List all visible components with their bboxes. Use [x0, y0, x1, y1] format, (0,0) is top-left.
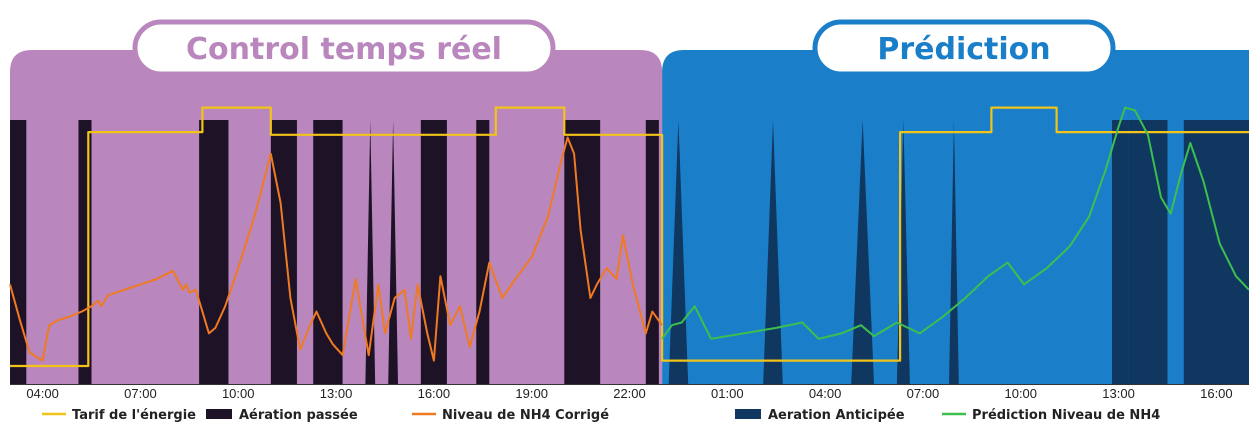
- legend-label: Aération passée: [239, 408, 358, 423]
- aeration-anticipee-block: [1128, 120, 1168, 384]
- realtime-title-badge: Control temps réel: [132, 19, 556, 77]
- realtime-title-box: [132, 19, 556, 77]
- aeration-passee-block: [10, 120, 27, 384]
- x-tick-label: 07:00: [907, 386, 940, 401]
- prediction-title-badge: Prédiction: [812, 19, 1116, 77]
- legend-label: Tarif de l'énergie: [72, 408, 196, 423]
- legend-swatch: [735, 409, 761, 419]
- x-tick-label: 04:00: [26, 386, 59, 401]
- aeration-passee-block: [78, 120, 92, 384]
- x-tick-labels: 04:00 07:00 10:00 13:00 16:00 19:00 22:00 01:00…: [26, 386, 1232, 401]
- aeration-anticipee-block: [763, 120, 783, 384]
- aeration-passee-block: [645, 120, 659, 384]
- legend-label: Niveau de NH4 Corrigé: [442, 408, 609, 423]
- series-lines: [9, 106, 1249, 368]
- background-panels: [10, 50, 1249, 384]
- x-tick-label: 19:00: [515, 386, 548, 401]
- aeration-passee-block: [313, 120, 343, 384]
- legend-label: Aeration Anticipée: [768, 408, 905, 423]
- aeration-anticipee-block: [851, 120, 875, 384]
- x-tick-label: 04:00: [809, 386, 842, 401]
- aeration-passee-block: [564, 120, 601, 384]
- aeration-passee-block: [270, 120, 297, 384]
- aeration-passee-block: [365, 120, 376, 384]
- legend-label: Prédiction Niveau de NH4: [972, 408, 1160, 423]
- x-tick-label: 16:00: [1200, 386, 1233, 401]
- x-tick-label: 10:00: [222, 386, 255, 401]
- aeration-blocks: [10, 120, 1249, 384]
- prediction-title-box: [812, 19, 1116, 77]
- x-tick-label: 13:00: [1102, 386, 1135, 401]
- prediction-title: Prédiction: [877, 32, 1050, 67]
- x-tick-label: 22:00: [613, 386, 646, 401]
- x-tick-label: 01:00: [711, 386, 744, 401]
- aeration-passee-block: [388, 120, 399, 384]
- aeration-anticipee-block: [668, 120, 689, 384]
- x-tick-label: 13:00: [320, 386, 353, 401]
- nh4-prediction-line: [661, 106, 1249, 340]
- x-tick-label: 07:00: [124, 386, 157, 401]
- aeration-anticipee-block: [1183, 120, 1249, 384]
- realtime-title: Control temps réel: [186, 32, 502, 67]
- x-tick-label: 10:00: [1004, 386, 1037, 401]
- legend: Tarif de l'énergie Aération passée Niveau …: [42, 408, 1160, 423]
- aeration-anticipee-block: [1112, 120, 1129, 384]
- aeration-anticipee-block: [949, 120, 959, 384]
- tarif-line: [10, 106, 1249, 368]
- aeration-passee-block: [420, 120, 447, 384]
- legend-swatch: [206, 409, 232, 419]
- nh4-corrige-line: [9, 136, 663, 362]
- aeration-passee-block: [476, 120, 490, 384]
- aeration-passee-block: [199, 120, 229, 384]
- x-tick-label: 16:00: [418, 386, 451, 401]
